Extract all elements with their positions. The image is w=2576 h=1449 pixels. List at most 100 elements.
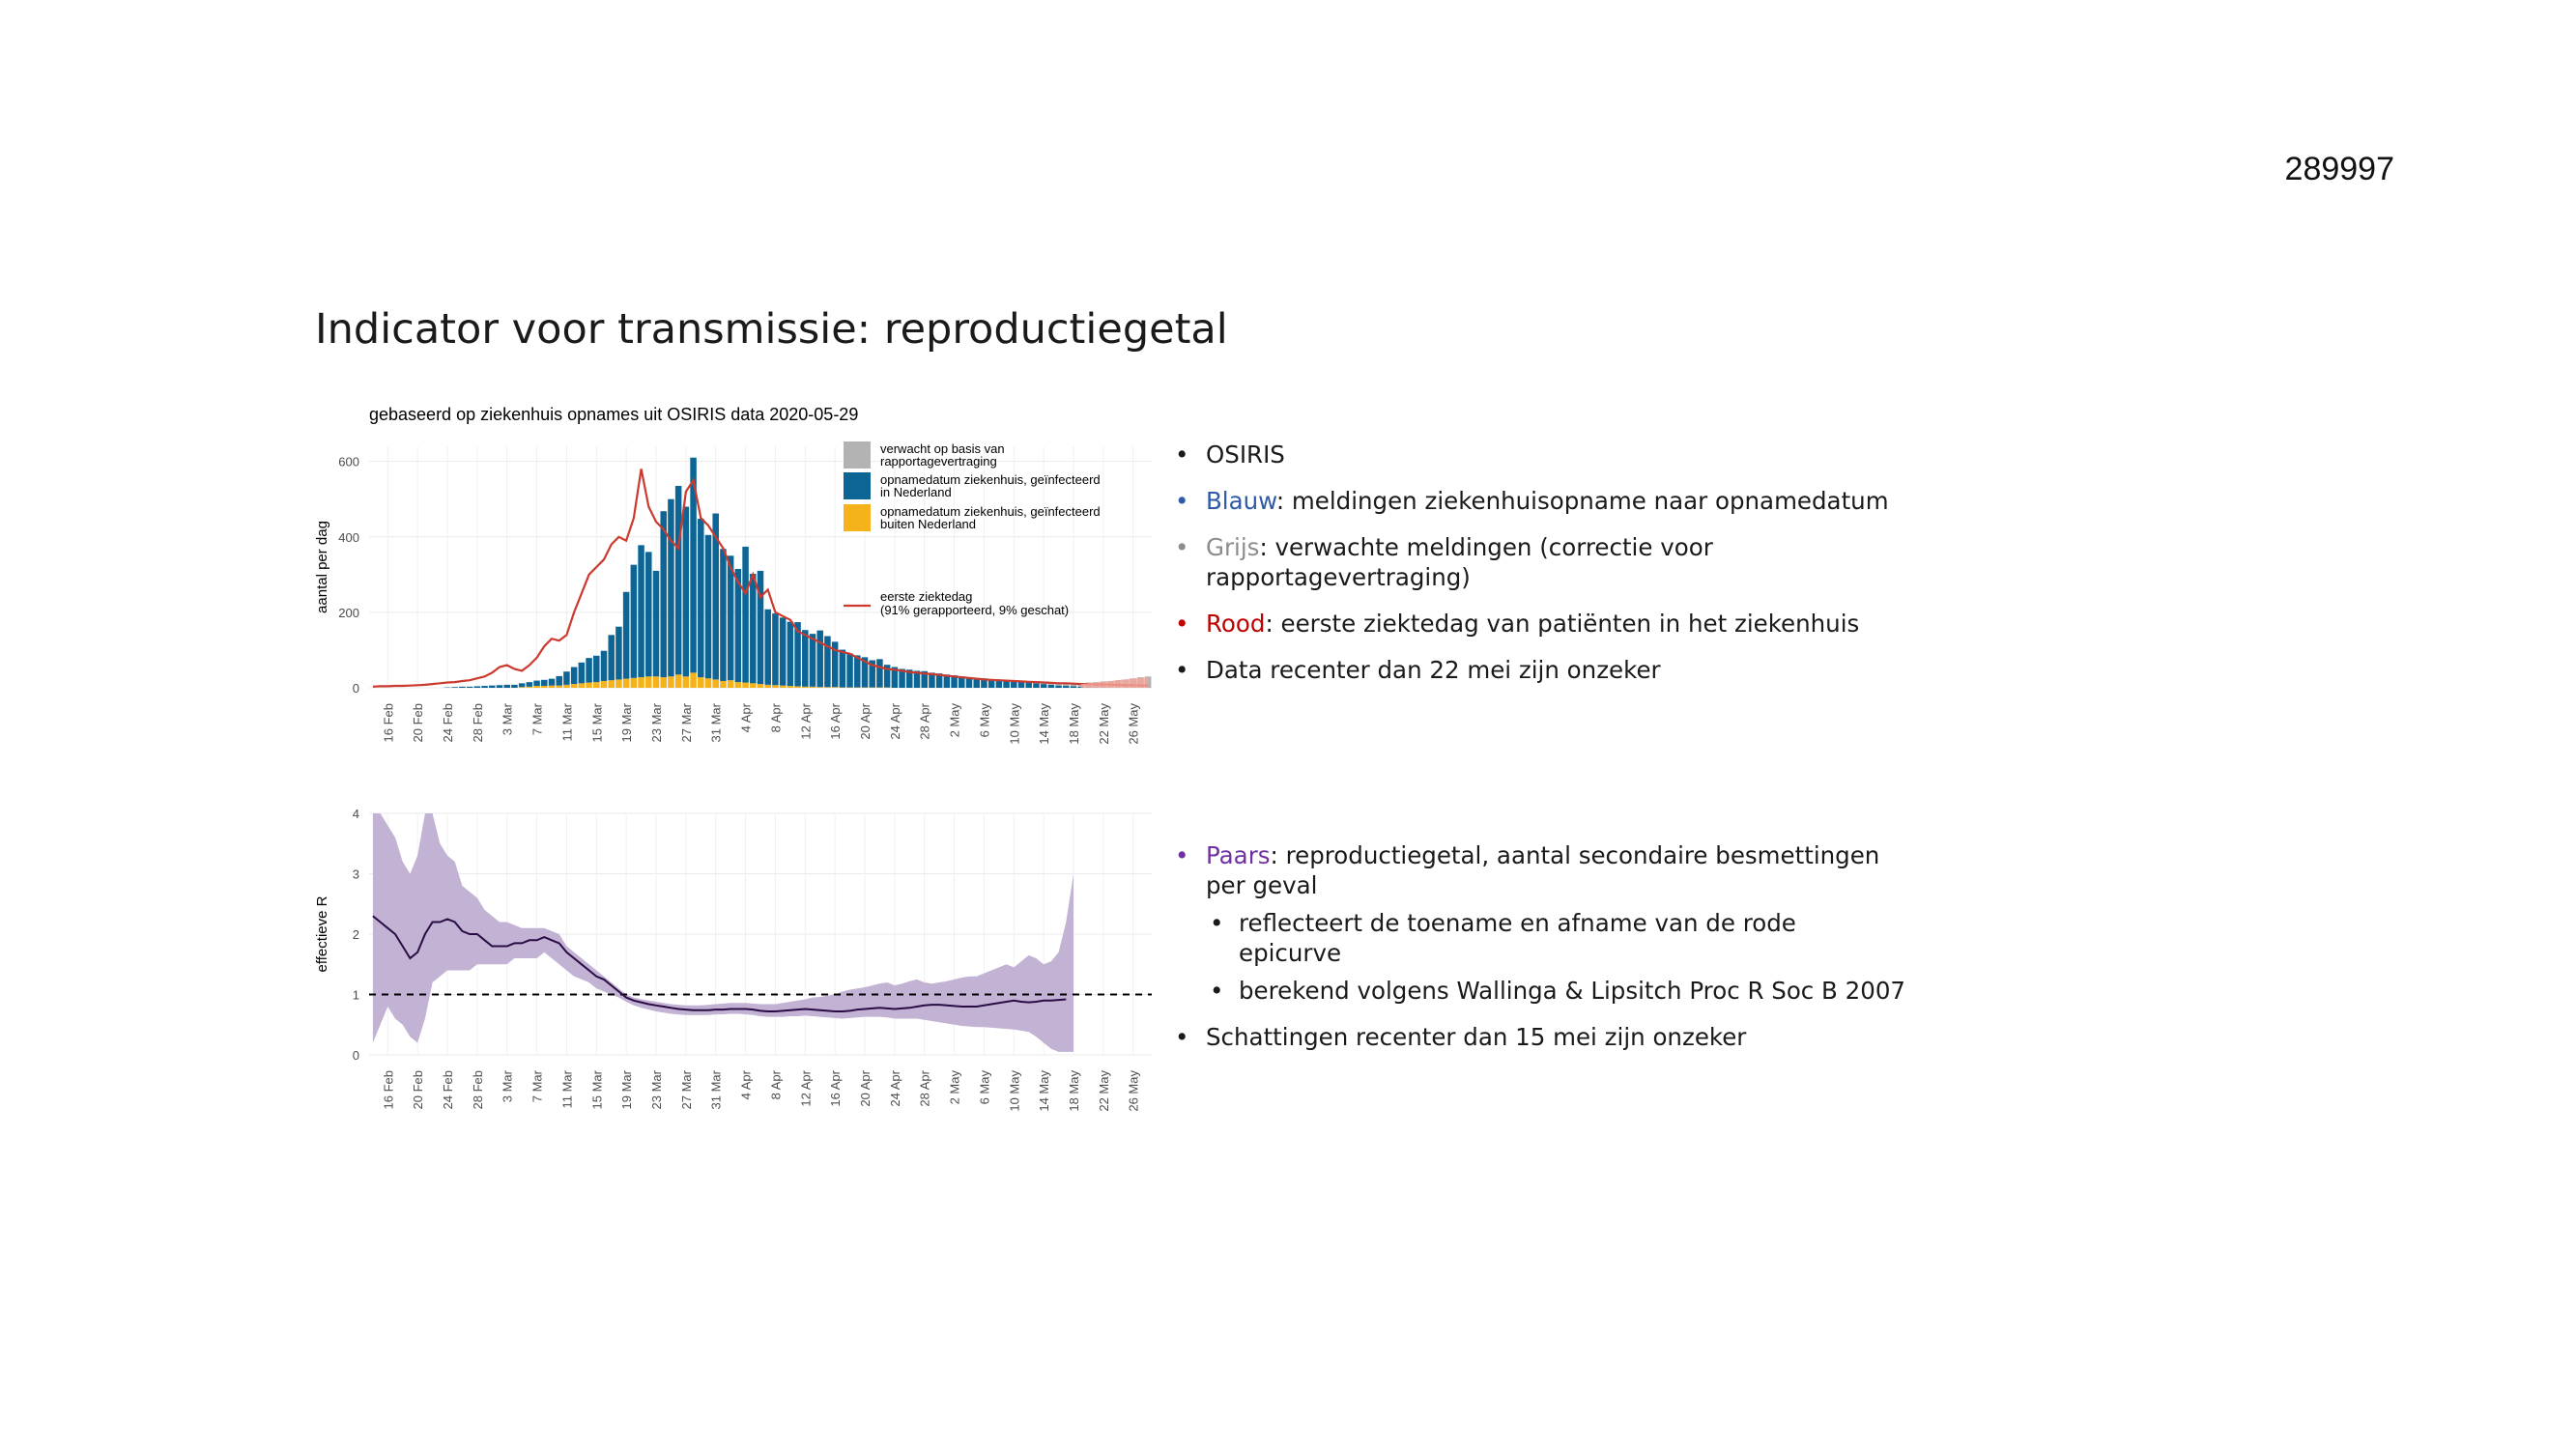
y-tick-label: 0 [353, 1048, 359, 1063]
bullet-dot: • [1210, 977, 1224, 1005]
bar-in-nederland [638, 545, 644, 678]
bar-in-nederland [481, 686, 488, 688]
bullet-item: • Data recenter dan 22 mei zijn onzeker [1171, 655, 1905, 685]
bar-in-nederland [548, 678, 556, 686]
bar-buiten-nederland [608, 680, 615, 688]
bar-buiten-nederland [556, 685, 562, 688]
x-tick-label: 16 Feb [381, 703, 395, 742]
bar-in-nederland [779, 617, 787, 686]
bullet-colored: Grijs [1206, 533, 1260, 561]
bar-in-nederland [451, 687, 458, 688]
bar-buiten-nederland [682, 676, 690, 688]
x-tick-label: 11 Mar [559, 1069, 574, 1108]
bullet-dot: • [1175, 841, 1189, 869]
bar-in-nederland [1011, 680, 1017, 688]
x-tick-label: 28 Apr [918, 1069, 932, 1106]
bullet-text: Schattingen recenter dan 15 mei zijn onz… [1206, 1023, 1747, 1051]
x-tick-label: 23 Mar [649, 1069, 664, 1109]
eerste-ziektedag-uncertainty [1080, 676, 1149, 688]
x-tick-label: 3 Mar [501, 702, 515, 735]
charts-svg: gebaseerd op ziekenhuis opnames uit OSIR… [314, 405, 1152, 1112]
bar-in-nederland [563, 671, 570, 685]
x-tick-label: 19 Mar [619, 1069, 634, 1109]
bar-buiten-nederland [727, 680, 734, 688]
bar-buiten-nederland [638, 677, 644, 688]
x-tick-label: 6 May [977, 1070, 991, 1105]
bar-in-nederland [518, 683, 526, 688]
sub-bullet-list: • reflecteert de toename en afname van de… [1206, 908, 1905, 1006]
bar-in-nederland [854, 655, 861, 688]
bar-in-nederland [1033, 683, 1040, 688]
bar-buiten-nederland [615, 679, 622, 688]
bar-in-nederland [935, 673, 943, 688]
legend-label: in Nederland [880, 485, 952, 499]
x-tick-label: 28 Feb [471, 1070, 485, 1109]
bullet-text: OSIRIS [1206, 440, 1285, 469]
bar-in-nederland [652, 570, 660, 677]
bar-buiten-nederland [674, 674, 682, 688]
page-id: 289997 [2284, 151, 2394, 187]
bar-in-nederland [712, 513, 719, 680]
bar-in-nederland [802, 630, 809, 687]
bar-buiten-nederland [570, 684, 578, 688]
x-tick-label: 12 Apr [798, 702, 813, 739]
bar-buiten-nederland [593, 682, 600, 688]
bar-in-nederland [973, 677, 980, 688]
bar-in-nederland [913, 670, 921, 688]
bar-in-nederland [459, 686, 466, 688]
legend-label: eerste ziektedag [880, 589, 972, 604]
bar-in-nederland [660, 511, 667, 678]
bullet-colored: Paars [1206, 841, 1271, 869]
x-tick-label: 27 Mar [679, 1069, 694, 1109]
bar-in-nederland [861, 657, 869, 688]
bar-buiten-nederland [831, 687, 839, 688]
bar-in-nederland [489, 685, 496, 688]
x-tick-label: 2 May [948, 703, 962, 738]
bar-in-nederland [757, 570, 764, 685]
bar-buiten-nederland [712, 679, 719, 688]
x-tick-label: 8 Apr [768, 702, 783, 732]
bar-in-nederland [899, 668, 905, 688]
bar-in-nederland [921, 670, 928, 688]
slide-title: Indicator voor transmissie: reproductieg… [315, 305, 1228, 354]
x-tick-label: 8 Apr [768, 1069, 783, 1099]
bar-in-nederland [816, 630, 823, 688]
bullet-list-bottom: • Paars: reproductiegetal, aantal second… [1171, 840, 1905, 1068]
x-tick-label: 11 Mar [559, 702, 574, 741]
y-tick-label: 3 [353, 867, 359, 882]
x-tick-label: 20 Apr [858, 702, 873, 739]
bar-buiten-nederland [668, 676, 674, 688]
bar-in-nederland [883, 665, 891, 688]
bar-buiten-nederland [630, 677, 638, 688]
bar-buiten-nederland [698, 677, 704, 688]
y-axis-label: aantal per dag [314, 521, 330, 613]
bar-in-nederland [473, 686, 481, 688]
sub-bullet: • berekend volgens Wallinga & Lipsitch Pr… [1206, 976, 1905, 1006]
bar-buiten-nederland [750, 683, 757, 688]
y-tick-label: 2 [353, 927, 359, 942]
legend-label: buiten Nederland [880, 517, 976, 531]
bar-in-nederland [645, 552, 652, 677]
bar-in-nederland [1055, 685, 1062, 688]
x-tick-label: 24 Feb [441, 703, 455, 742]
bar-buiten-nederland [563, 684, 570, 688]
bar-in-nederland [965, 677, 973, 688]
bullet-text: : meldingen ziekenhuisopname naar opname… [1275, 487, 1889, 515]
x-tick-label: 14 May [1037, 1070, 1051, 1112]
bar-in-nederland [668, 498, 674, 677]
bar-buiten-nederland [600, 680, 608, 688]
y-tick-label: 600 [338, 455, 359, 469]
bar-in-nederland [831, 641, 839, 688]
bar-buiten-nederland [526, 686, 533, 688]
bar-in-nederland [764, 609, 771, 685]
bar-buiten-nederland [720, 680, 727, 688]
bar-in-nederland [526, 682, 533, 687]
x-tick-label: 26 May [1127, 703, 1141, 745]
bar-in-nederland [586, 658, 592, 683]
bar-in-nederland [690, 457, 697, 673]
r-estimate-line [372, 915, 1067, 1012]
bar-in-nederland [987, 679, 995, 688]
bar-buiten-nederland [578, 683, 586, 688]
x-tick-label: 28 Feb [471, 703, 485, 742]
bullet-dot: • [1175, 487, 1189, 515]
